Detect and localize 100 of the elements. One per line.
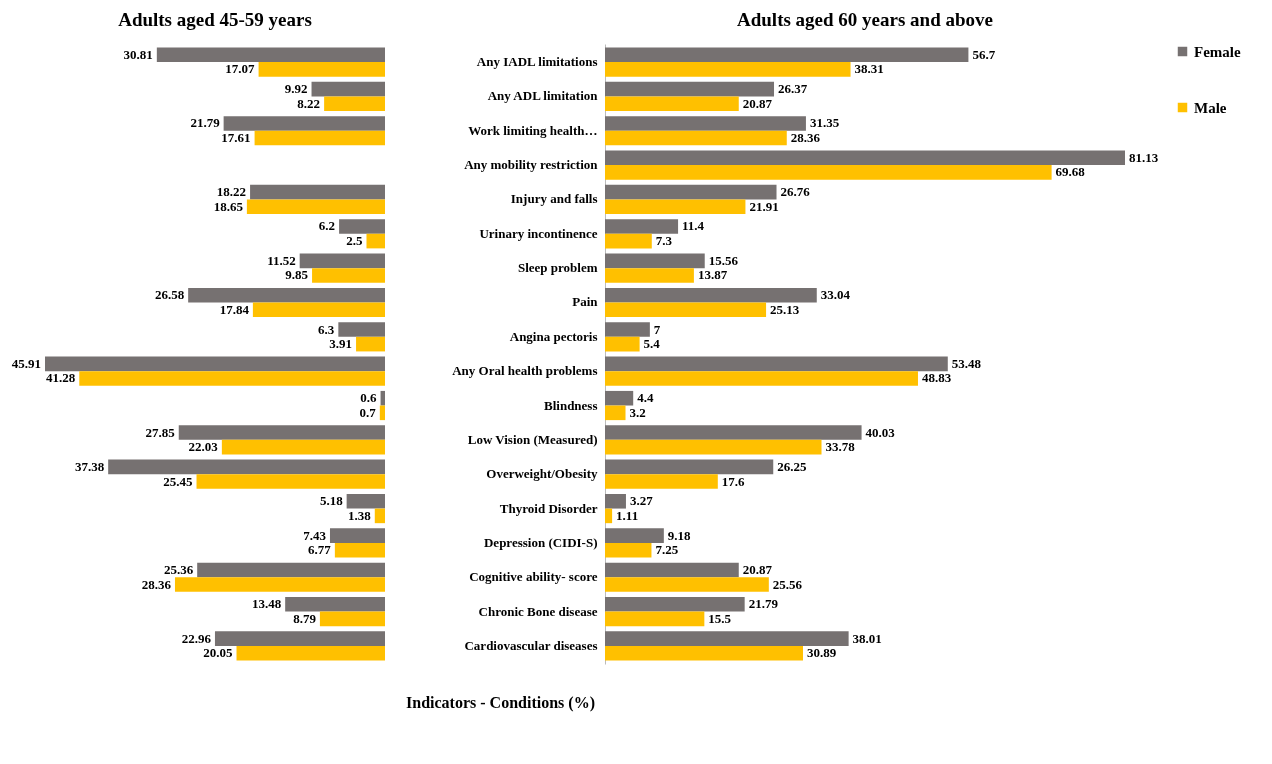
bar xyxy=(374,508,385,524)
data-label: 25.45 xyxy=(163,473,194,489)
data-label: 2.5 xyxy=(346,233,363,249)
data-label: 26.25 xyxy=(777,458,807,474)
data-label: 9.92 xyxy=(284,81,308,97)
data-label: 53.48 xyxy=(951,355,982,371)
bar xyxy=(196,474,385,489)
data-label: 5.18 xyxy=(319,493,344,509)
bar xyxy=(605,322,650,337)
bar xyxy=(197,562,385,578)
data-label: 8.79 xyxy=(293,610,317,626)
data-label: 45.91 xyxy=(11,355,41,371)
bar xyxy=(223,116,385,131)
bar xyxy=(174,577,385,592)
data-label: 6.77 xyxy=(308,542,332,558)
bar xyxy=(45,356,385,372)
data-label: 41.28 xyxy=(46,370,76,386)
bar xyxy=(312,268,385,283)
data-label: 30.89 xyxy=(806,645,837,661)
data-label: 7.43 xyxy=(303,527,327,543)
data-label: 18.65 xyxy=(213,198,244,214)
data-label: 21.79 xyxy=(748,596,779,612)
data-label: 33.04 xyxy=(820,287,851,303)
chart-title: Adults aged 45-59 years xyxy=(118,9,312,30)
bar xyxy=(605,81,775,97)
data-label: 40.03 xyxy=(865,424,896,440)
data-label: 38.01 xyxy=(852,630,882,646)
y-tick-label: Chronic Bone disease xyxy=(478,603,598,619)
bar xyxy=(214,631,385,646)
data-label: 56.7 xyxy=(972,46,996,62)
data-label: 4.4 xyxy=(637,390,654,406)
data-label: 20.87 xyxy=(742,561,773,577)
bar xyxy=(605,439,822,455)
data-label: 15.56 xyxy=(708,252,739,268)
chart-title: Adults aged 60 years and above xyxy=(737,9,993,30)
y-tick-label: Low Vision (Measured) xyxy=(467,431,598,447)
bar xyxy=(258,62,385,77)
data-label: 17.07 xyxy=(225,61,256,77)
data-label: 6.2 xyxy=(318,218,336,234)
y-tick-label: Angina pectoris xyxy=(509,328,598,344)
bar xyxy=(605,184,777,200)
bar xyxy=(221,439,385,455)
data-label: 3.27 xyxy=(629,493,654,509)
legend-label: Female xyxy=(1194,43,1241,60)
bar xyxy=(605,645,803,661)
data-label: 3.91 xyxy=(329,336,353,352)
bar xyxy=(605,47,969,63)
y-tick-label: Thyroid Disorder xyxy=(499,500,598,516)
data-label: 20.05 xyxy=(203,645,234,661)
bar xyxy=(605,233,652,249)
bar xyxy=(605,336,640,352)
bar xyxy=(285,597,385,612)
bar xyxy=(605,150,1125,166)
bar xyxy=(605,253,705,269)
bar xyxy=(356,336,385,352)
data-label: 17.84 xyxy=(219,301,250,317)
y-tick-label: Overweight/Obesity xyxy=(486,466,598,482)
y-axis-title: Indicators - Conditions (%) xyxy=(406,693,595,712)
bar xyxy=(605,116,806,131)
bar xyxy=(319,611,385,627)
bar xyxy=(236,645,385,661)
bar xyxy=(605,597,745,612)
bar xyxy=(252,302,385,318)
data-label: 28.36 xyxy=(141,576,172,592)
bar xyxy=(605,302,767,318)
data-label: 21.79 xyxy=(190,115,221,131)
data-label: 7.3 xyxy=(655,233,673,249)
bar xyxy=(246,199,385,215)
data-label: 15.5 xyxy=(708,610,732,626)
y-tick-label: Any IADL limitations xyxy=(476,54,598,70)
bar xyxy=(338,322,385,337)
bar xyxy=(178,425,385,440)
y-tick-label: Any ADL limitation xyxy=(487,88,599,104)
data-label: 48.83 xyxy=(921,370,952,386)
y-tick-label: Blindness xyxy=(544,397,598,413)
bar xyxy=(605,425,862,440)
data-label: 0.6 xyxy=(360,390,378,406)
bar xyxy=(605,508,613,524)
y-tick-label: Sleep problem xyxy=(517,260,598,276)
data-label: 69.68 xyxy=(1055,164,1086,180)
y-tick-label: Pain xyxy=(572,294,599,310)
data-label: 38.31 xyxy=(854,61,884,77)
data-label: 11.4 xyxy=(682,218,705,234)
data-label: 27.85 xyxy=(145,424,176,440)
bar xyxy=(605,165,1052,180)
bar xyxy=(605,405,626,421)
data-label: 26.37 xyxy=(778,81,808,97)
y-tick-label: Any mobility restriction xyxy=(464,157,599,173)
bar xyxy=(605,562,739,578)
data-label: 11.52 xyxy=(267,252,296,268)
bar xyxy=(188,287,385,303)
bar xyxy=(380,390,385,406)
data-label: 9.85 xyxy=(285,267,309,283)
data-label: 25.56 xyxy=(772,576,803,592)
bar xyxy=(329,528,385,543)
data-label: 0.7 xyxy=(359,404,377,420)
data-label: 1.38 xyxy=(348,507,372,523)
y-tick-label: Urinary incontinence xyxy=(479,225,598,241)
bar xyxy=(605,528,664,543)
bar xyxy=(605,493,626,509)
